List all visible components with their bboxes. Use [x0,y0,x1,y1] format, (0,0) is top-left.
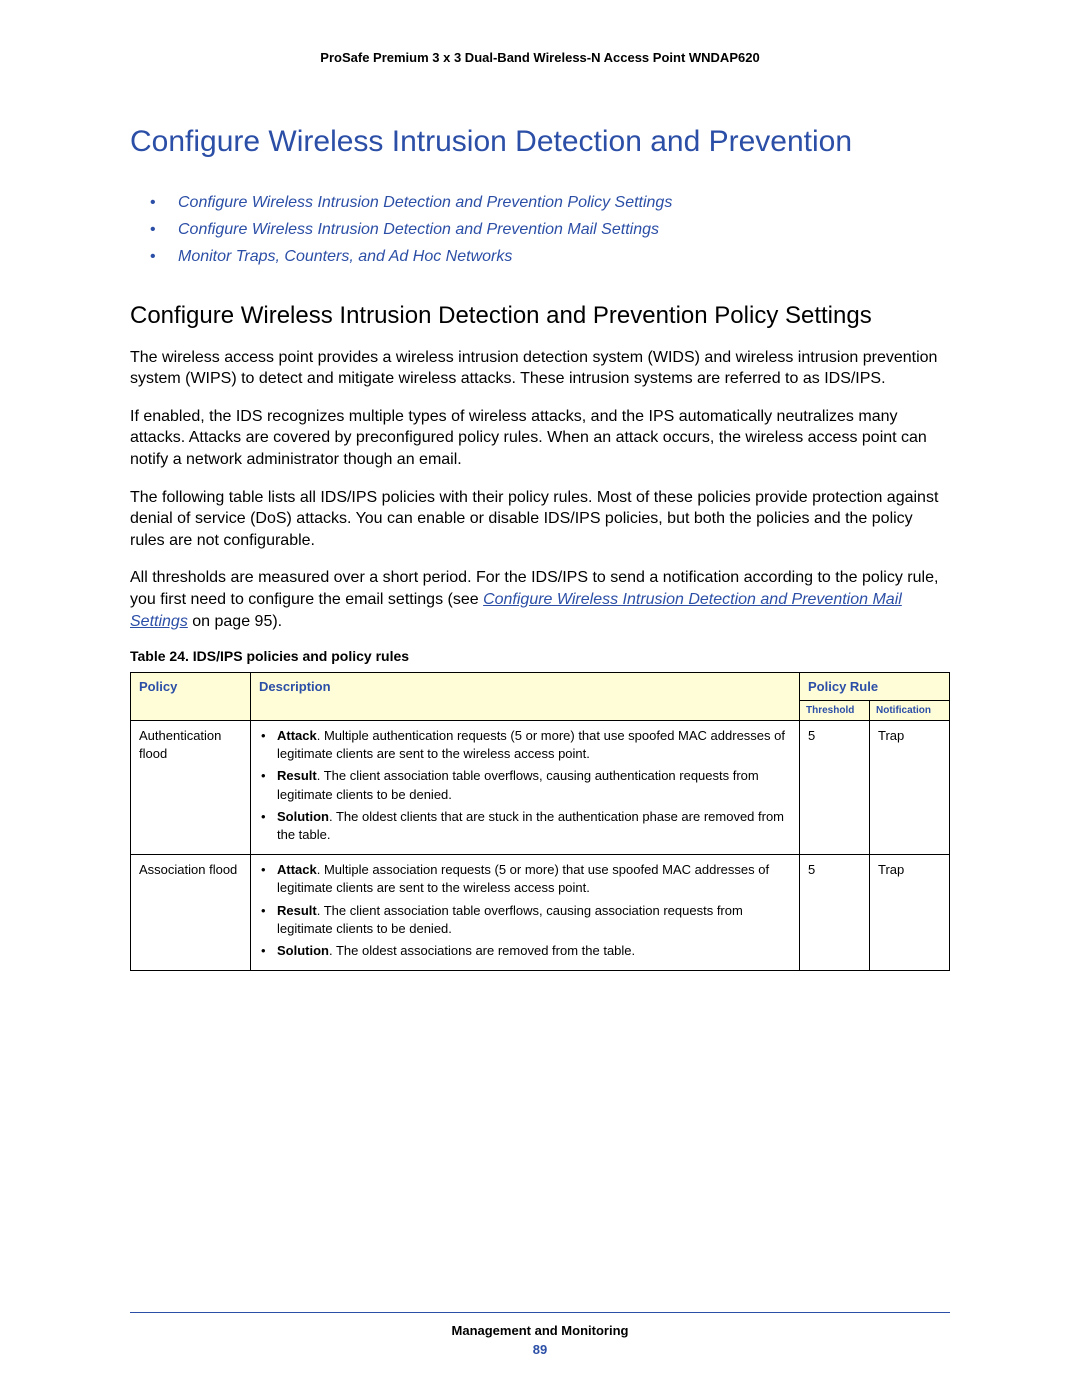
desc-label: Solution [277,809,329,824]
desc-label: Attack [277,862,317,877]
desc-label: Result [277,903,317,918]
cell-notification: Trap [870,855,950,971]
paragraph-2: If enabled, the IDS recognizes multiple … [130,406,950,471]
paragraph-1: The wireless access point provides a wir… [130,347,950,390]
table-caption: Table 24. IDS/IPS policies and policy ru… [130,648,950,664]
section-title: Configure Wireless Intrusion Detection a… [130,301,950,331]
paragraph-4: All thresholds are measured over a short… [130,567,950,632]
cell-description: Attack. Multiple association requests (5… [251,855,800,971]
footer-section-name: Management and Monitoring [130,1323,950,1338]
paragraph-3: The following table lists all IDS/IPS po… [130,487,950,552]
th-notification: Notification [870,701,950,721]
desc-label: Solution [277,943,329,958]
paragraph-4-post: on page 95). [188,613,282,630]
desc-text: . The client association table overflows… [277,903,743,936]
table-row: Authentication flood Attack. Multiple au… [131,721,950,855]
desc-text: . The client association table overflows… [277,768,759,801]
desc-text: . Multiple authentication requests (5 or… [277,728,785,761]
th-policy-rule: Policy Rule [800,673,950,701]
page-title: Configure Wireless Intrusion Detection a… [130,125,950,159]
product-header: ProSafe Premium 3 x 3 Dual-Band Wireless… [130,50,950,65]
cell-threshold: 5 [800,721,870,855]
cell-notification: Trap [870,721,950,855]
policy-table: Policy Description Policy Rule Threshold… [130,672,950,971]
cell-policy: Authentication flood [131,721,251,855]
toc-list: Configure Wireless Intrusion Detection a… [150,189,950,271]
toc-link-policy-settings[interactable]: Configure Wireless Intrusion Detection a… [178,194,672,211]
th-threshold: Threshold [800,701,870,721]
footer-page-number: 89 [130,1342,950,1357]
desc-label: Result [277,768,317,783]
desc-label: Attack [277,728,317,743]
footer-rule [130,1312,950,1313]
th-description: Description [251,673,800,721]
desc-text: . The oldest associations are removed fr… [329,943,635,958]
toc-link-mail-settings[interactable]: Configure Wireless Intrusion Detection a… [178,221,659,238]
table-row: Association flood Attack. Multiple assoc… [131,855,950,971]
desc-text: . The oldest clients that are stuck in t… [277,809,784,842]
cell-policy: Association flood [131,855,251,971]
toc-link-monitor-traps[interactable]: Monitor Traps, Counters, and Ad Hoc Netw… [178,248,512,265]
desc-text: . Multiple association requests (5 or mo… [277,862,769,895]
cell-threshold: 5 [800,855,870,971]
th-policy: Policy [131,673,251,721]
page-footer: Management and Monitoring 89 [130,1312,950,1357]
cell-description: Attack. Multiple authentication requests… [251,721,800,855]
